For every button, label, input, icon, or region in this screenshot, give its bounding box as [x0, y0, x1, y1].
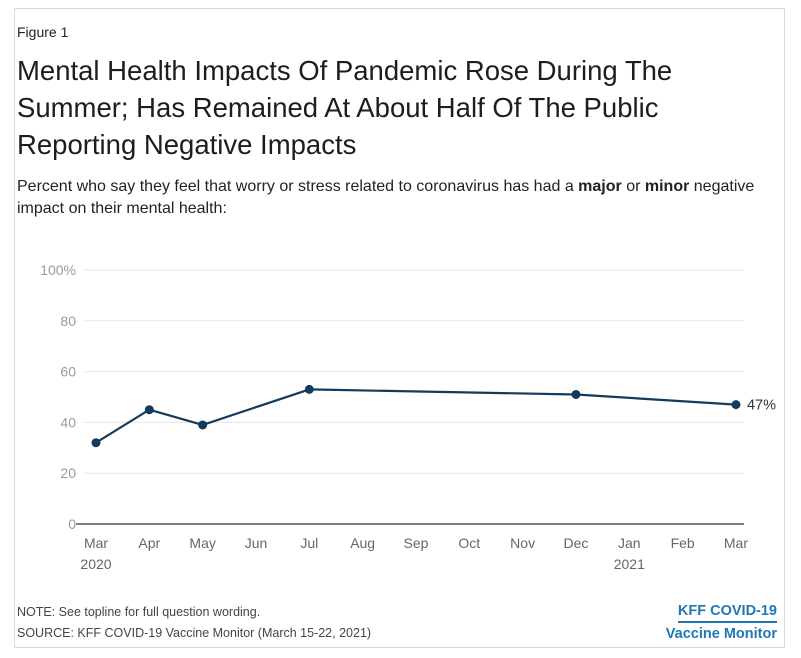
footer-note: NOTE: See topline for full question word…: [17, 605, 261, 619]
y-tick-label: 40: [60, 414, 76, 430]
x-tick-label: Aug: [350, 535, 375, 551]
x-tick-label: Mar: [84, 535, 108, 551]
data-point: [91, 438, 101, 448]
data-point: [304, 384, 314, 394]
data-point: [198, 420, 208, 430]
footer-source: SOURCE: KFF COVID-19 Vaccine Monitor (Ma…: [17, 626, 372, 640]
subtitle-bold-major: major: [578, 178, 622, 195]
x-year-label: 2020: [80, 556, 111, 572]
series-line: [95, 388, 737, 444]
x-tick-label: Jun: [245, 535, 268, 551]
x-tick-label: Nov: [510, 535, 535, 551]
data-point: [144, 405, 154, 415]
brand-line1: KFF COVID-19: [677, 603, 777, 623]
figure-frame: [14, 8, 785, 648]
y-tick-label: 100%: [40, 262, 76, 278]
x-tick-label: Feb: [671, 535, 695, 551]
y-tick-label: 20: [60, 465, 76, 481]
subtitle-bold-minor: minor: [644, 178, 690, 195]
subtitle-text-or: or: [621, 178, 645, 195]
x-tick-label: Oct: [458, 535, 480, 551]
line-chart: 0 20 40 60 80 100% Mar Apr May Jun Jul Aug Sep Oct Nov…: [40, 262, 776, 572]
data-point: [731, 400, 741, 410]
x-tick-label: May: [189, 535, 215, 551]
x-tick-label: Jul: [300, 535, 318, 551]
x-tick-label: Apr: [138, 535, 160, 551]
subtitle-text-end: negative impact on their mental health:: [17, 178, 755, 217]
y-tick-label: 0: [68, 516, 76, 532]
figure-label: Figure 1: [17, 24, 69, 40]
x-tick-label: Sep: [404, 535, 429, 551]
subtitle-text: Percent who say they feel that worry or …: [17, 178, 579, 195]
x-tick-label: Jan: [618, 535, 641, 551]
chart-subtitle: Percent who say they feel that worry or …: [17, 176, 762, 220]
x-tick-label: Dec: [564, 535, 589, 551]
x-tick-label: Mar: [724, 535, 748, 551]
brand-line2: Vaccine Monitor: [665, 626, 777, 642]
y-tick-label: 80: [60, 313, 76, 329]
end-data-label: 47%: [747, 398, 776, 414]
data-point: [571, 389, 581, 399]
x-year-label: 2021: [614, 556, 645, 572]
chart-title: Mental Health Impacts Of Pandemic Rose D…: [17, 55, 673, 160]
y-tick-label: 60: [60, 364, 76, 380]
kff-brand-logo: KFF COVID-19 Vaccine Monitor: [666, 603, 777, 642]
